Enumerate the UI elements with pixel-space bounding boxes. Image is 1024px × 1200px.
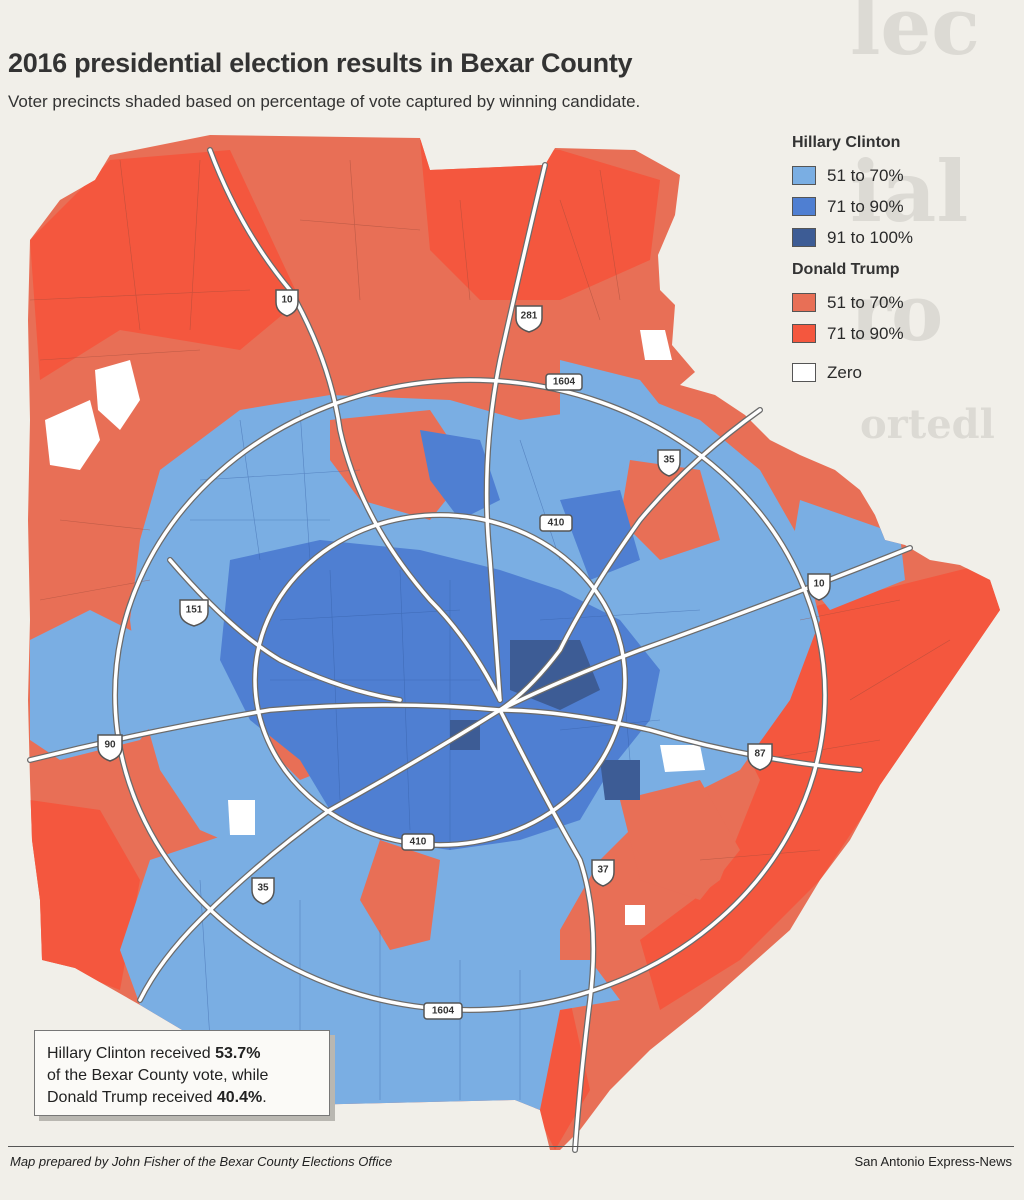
footer-rule — [8, 1146, 1014, 1147]
clinton-strong-region — [420, 430, 500, 520]
clinton-strong-region — [560, 490, 640, 580]
legend-label: 51 to 70% — [827, 165, 904, 185]
legend-swatch — [792, 293, 816, 312]
us-90-shield: 90 — [97, 734, 123, 762]
interstate-37-shield: 37 — [591, 859, 615, 887]
interstate-35-sw-shield: 35 — [251, 877, 275, 905]
loop-410-north-label: 410 — [539, 514, 573, 532]
us-281-shield: 281 — [515, 305, 543, 333]
clinton-lean-region — [560, 360, 680, 470]
legend-swatch — [792, 363, 816, 382]
legend-label: 71 to 90% — [827, 196, 904, 216]
clinton-very-strong-region — [600, 760, 640, 800]
clinton-percentage: 53.7% — [215, 1045, 261, 1062]
svg-text:87: 87 — [754, 749, 766, 760]
clinton-lean-region — [30, 610, 170, 760]
legend-swatch — [792, 197, 816, 216]
svg-text:281: 281 — [521, 311, 538, 322]
zero-vote-area — [660, 745, 705, 772]
trump-strong-region — [30, 800, 140, 990]
trump-lean-region — [360, 840, 440, 950]
legend-item: 71 to 90% — [792, 318, 992, 349]
loop-1604-north-label: 1604 — [545, 373, 583, 391]
zero-vote-area — [640, 330, 672, 360]
callout-text: Donald Trump received — [47, 1089, 217, 1106]
svg-text:1604: 1604 — [553, 377, 576, 388]
legend-label: 91 to 100% — [827, 227, 914, 247]
legend-label: 51 to 70% — [827, 292, 904, 312]
zero-vote-area — [45, 400, 100, 470]
svg-text:151: 151 — [186, 605, 203, 616]
background-newsprint-text: ial — [850, 142, 969, 241]
zero-vote-area — [228, 800, 255, 835]
svg-text:1604: 1604 — [432, 1006, 455, 1017]
legend-item: 91 to 100% — [792, 222, 992, 253]
background-newsprint-text: ro — [850, 268, 944, 359]
sh-151-shield: 151 — [179, 599, 209, 627]
svg-text:10: 10 — [813, 579, 825, 590]
zero-vote-area — [625, 905, 645, 925]
us-87-shield: 87 — [747, 743, 773, 771]
svg-text:90: 90 — [104, 740, 116, 751]
background-newsprint-text: lec — [850, 0, 980, 73]
legend-heading-trump: Donald Trump — [792, 261, 900, 278]
svg-text:410: 410 — [410, 837, 427, 848]
legend-label: 71 to 90% — [827, 323, 904, 343]
trump-strong-region — [640, 560, 1000, 1010]
map-legend: Hillary Clinton 51 to 70% 71 to 90% 91 t… — [792, 134, 992, 388]
interstate-35-ne-shield: 35 — [657, 449, 681, 477]
legend-label: Zero — [827, 362, 862, 382]
svg-text:410: 410 — [548, 518, 565, 529]
trump-strong-region — [420, 140, 660, 300]
trump-percentage: 40.4% — [216, 1089, 263, 1106]
legend-swatch — [792, 166, 816, 185]
callout-text: . — [262, 1089, 267, 1106]
callout-text: of the Bexar County vote, while — [47, 1067, 269, 1084]
svg-text:10: 10 — [281, 295, 293, 306]
legend-item: 51 to 70% — [792, 287, 992, 318]
precinct-boundaries — [29, 159, 951, 861]
legend-swatch — [792, 228, 816, 247]
vote-share-callout: Hillary Clinton received 53.7% of the Be… — [34, 1030, 330, 1116]
loop-410-south-label: 410 — [401, 833, 435, 851]
legend-item: 51 to 70% — [792, 160, 992, 191]
map-credit: Map prepared by John Fisher of the Bexar… — [10, 1154, 393, 1169]
highway-network — [27, 147, 913, 1153]
interstate-10-nw-shield: 10 — [275, 289, 299, 317]
legend-item: Zero — [792, 357, 992, 388]
svg-text:37: 37 — [597, 865, 609, 876]
loop-1604-south-label: 1604 — [423, 1002, 463, 1020]
background-newsprint-text: ortedl — [860, 401, 995, 448]
interstate-10-east-shield: 10 — [807, 573, 831, 601]
legend-heading-clinton: Hillary Clinton — [792, 134, 901, 151]
trump-lean-region — [620, 460, 720, 560]
legend-swatch — [792, 324, 816, 343]
zero-vote-area — [95, 360, 140, 430]
route-markers: 10 281 1604 35 410 10 — [97, 289, 831, 1020]
trump-lean-region — [620, 780, 740, 900]
callout-text: Hillary Clinton received — [47, 1045, 216, 1062]
publication-source: San Antonio Express-News — [854, 1154, 1012, 1169]
svg-text:35: 35 — [663, 455, 675, 466]
legend-item: 71 to 90% — [792, 191, 992, 222]
svg-text:35: 35 — [257, 883, 269, 894]
map-title: 2016 presidential election results in Be… — [8, 48, 633, 78]
map-subtitle: Voter precincts shaded based on percenta… — [8, 92, 641, 111]
